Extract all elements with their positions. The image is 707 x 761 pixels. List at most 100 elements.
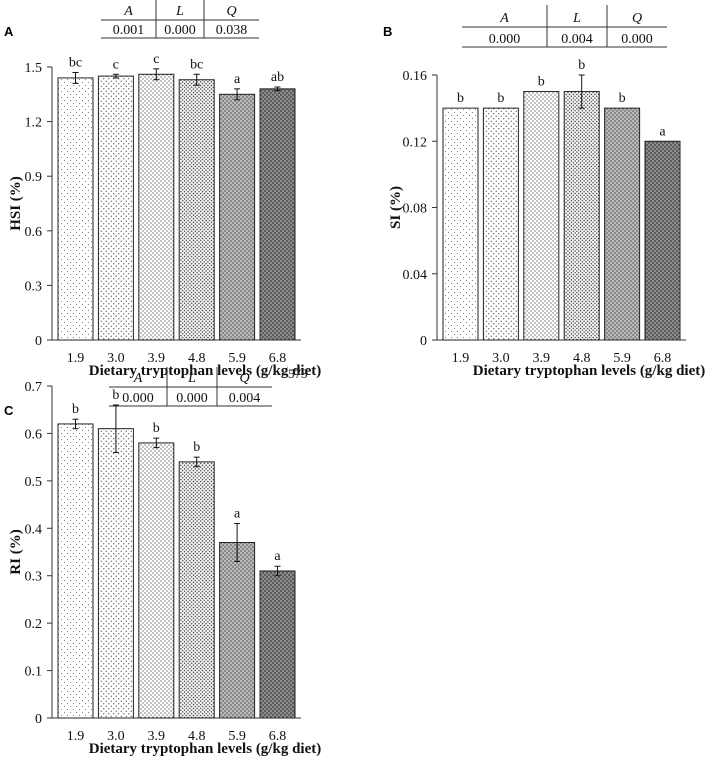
bar [138, 442, 175, 719]
chart-a: 0 0.3 0.6 0.9 1.2 1.5 HSI (%) bc 1.9 c 3.0 c 3.9 bc 4.… [8, 52, 321, 379]
x-tick-label: 5.9 [228, 351, 246, 366]
significance-letter: b [578, 58, 585, 73]
x-tick-label: 3.0 [107, 729, 125, 744]
y-tick-label: 0.3 [25, 279, 43, 294]
significance-letter: b [619, 91, 626, 106]
significance-letter: a [659, 124, 666, 139]
y-tick-label: 0.04 [403, 268, 428, 283]
y-tick-label: 0.3 [25, 570, 43, 585]
x-tick-label: 6.8 [269, 729, 287, 744]
significance-letter: c [153, 52, 159, 67]
significance-letter: bc [69, 55, 82, 70]
bar [178, 461, 215, 719]
significance-letter: a [234, 507, 241, 522]
y-tick-label: 0.1 [25, 665, 43, 680]
x-tick-label: 5.9 [228, 729, 246, 744]
bar [97, 75, 134, 341]
stats-table-a: A 0.001 L 0.000 Q 0.038 [101, 0, 259, 39]
bar [219, 93, 256, 341]
x-tick-label: 3.9 [148, 351, 166, 366]
y-tick-label: 0.6 [25, 225, 43, 240]
significance-letter: ab [271, 70, 284, 85]
y-tick-label: 0.6 [25, 427, 43, 442]
x-axis-label: Dietary tryptophan levels (g/kg diet) [89, 741, 321, 757]
x-tick-label: 6.8 [269, 351, 287, 366]
bar [563, 91, 600, 341]
x-tick-label: 1.9 [67, 729, 85, 744]
y-tick-label: 0.2 [25, 617, 43, 632]
table-header: L [572, 11, 581, 26]
y-tick-label: 0.4 [25, 522, 43, 537]
significance-letter: b [153, 421, 160, 436]
x-tick-label: 4.8 [573, 351, 591, 366]
table-header: L [187, 371, 196, 386]
chart-b: 0 0.04 0.08 0.12 0.16 SI (%) b 1.9 b 3.0 b 3.9 b 4.8 b… [388, 58, 705, 379]
table-value: 0.000 [489, 32, 521, 47]
x-axis-label: Dietary tryptophan levels (g/kg diet) [89, 363, 321, 379]
panel-c: C A 0.000 L 0.000 Q 0.004 0 0.1 0.2 0.3 0.4 0.5 0.6… [4, 367, 321, 757]
table-header: A [133, 371, 143, 386]
y-tick-label: 0 [35, 334, 42, 349]
y-tick-label: 0.5 [25, 475, 43, 490]
bar [604, 107, 641, 341]
table-header: Q [239, 371, 249, 386]
x-tick-label: 3.9 [148, 729, 166, 744]
panel-b: B A 0.000 L 0.004 Q 0.000 0 0.04 0.08 0.12 0.16 SI… [383, 5, 705, 379]
x-tick-label: 4.8 [188, 351, 206, 366]
table-value: 0.000 [122, 391, 154, 406]
bar [57, 77, 94, 341]
table-value: 0.038 [216, 23, 248, 38]
table-header: Q [632, 11, 642, 26]
stats-table-c: A 0.000 L 0.000 Q 0.004 [109, 367, 272, 407]
significance-letter: b [538, 75, 545, 90]
significance-letter: c [113, 57, 119, 72]
x-tick-label: 1.9 [67, 351, 85, 366]
table-value: 0.000 [621, 32, 653, 47]
panel-label-a: A [4, 24, 14, 39]
bar [644, 140, 681, 341]
bar [259, 88, 296, 341]
table-header: Q [226, 4, 236, 19]
bar [259, 570, 296, 719]
y-tick-label: 0.9 [25, 170, 43, 185]
y-tick-label: 0.08 [403, 202, 428, 217]
bar [97, 428, 134, 719]
stats-table-b: A 0.000 L 0.004 Q 0.000 [462, 5, 667, 48]
significance-letter: a [274, 549, 281, 564]
bar [523, 91, 560, 341]
bar [138, 73, 175, 341]
y-tick-label: 0.16 [403, 69, 428, 84]
panel-label-c: C [4, 403, 14, 418]
x-tick-label: 3.9 [533, 351, 551, 366]
x-tick-label: 4.8 [188, 729, 206, 744]
y-tick-label: 0.12 [403, 135, 428, 150]
table-header: L [175, 4, 184, 19]
y-tick-label: 1.2 [25, 116, 43, 131]
panel-a: A A 0.001 L 0.000 Q 0.038 0 0.3 0.6 0.9 1.2 1.5 HSI… [4, 0, 321, 379]
page-number: 573 [288, 366, 308, 381]
table-header: A [123, 4, 133, 19]
bar [442, 107, 479, 341]
y-tick-label: 0 [420, 334, 427, 349]
significance-letter: b [497, 91, 504, 106]
table-value: 0.001 [113, 23, 145, 38]
x-axis-label: Dietary tryptophan levels (g/kg diet) [473, 363, 705, 379]
table-value: 0.004 [229, 391, 261, 406]
bar [178, 79, 215, 341]
x-tick-label: 3.0 [107, 351, 125, 366]
significance-letter: b [72, 402, 79, 417]
x-tick-label: 5.9 [613, 351, 631, 366]
bar [57, 423, 94, 719]
panel-label-b: B [383, 24, 392, 39]
y-axis-label: HSI (%) [8, 176, 24, 231]
y-tick-label: 0.7 [25, 380, 43, 395]
y-tick-label: 0 [35, 712, 42, 727]
significance-letter: b [112, 388, 119, 403]
y-axis-label: SI (%) [388, 186, 404, 229]
x-tick-label: 1.9 [452, 351, 470, 366]
significance-letter: b [457, 91, 464, 106]
bar [219, 542, 256, 719]
table-value: 0.004 [561, 32, 593, 47]
significance-letter: bc [190, 57, 203, 72]
